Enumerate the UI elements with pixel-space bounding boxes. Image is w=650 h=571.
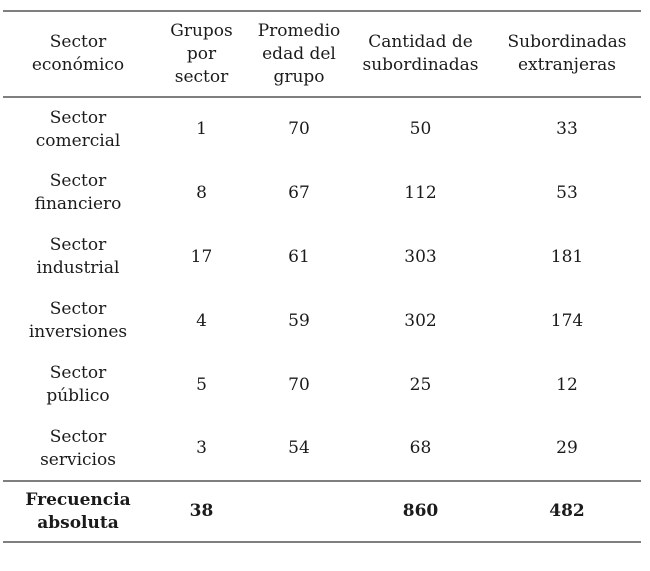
table-body: Sector comercial 1 70 50 33 Sector finan…	[3, 97, 641, 542]
footer-extranjeras-cell: 482	[493, 480, 641, 542]
table-row-sector-publico: Sector público 5 70 25 12	[3, 353, 641, 417]
grupos-cell: 8	[196, 182, 207, 203]
promedio-cell: 59	[288, 310, 310, 331]
sector-name-cell: Sector comercial	[35, 107, 121, 151]
table-row-sector-comercial: Sector comercial 1 70 50 33	[3, 97, 641, 161]
promedio-cell: 70	[288, 374, 310, 395]
sector-name-cell: Sector público	[46, 363, 110, 406]
footer-cantidad-cell: 860	[348, 480, 493, 542]
cantidad-cell: 68	[409, 438, 432, 458]
header-row: Sector económico Grupos por sector Prome…	[3, 11, 641, 98]
promedio-cell: 54	[288, 438, 310, 458]
extranjeras-cell: 12	[556, 374, 578, 395]
grupos-cell: 3	[196, 438, 207, 458]
extranjeras-cell: 174	[550, 310, 584, 331]
grupos-cell: 1	[196, 119, 207, 139]
cantidad-cell: 112	[404, 182, 437, 203]
footer-promedio-cell	[250, 480, 348, 542]
grupos-cell: 17	[190, 246, 213, 267]
cantidad-cell: 303	[404, 246, 437, 267]
cantidad-cell: 25	[409, 374, 432, 395]
table-header: Sector económico Grupos por sector Prome…	[3, 11, 641, 98]
sector-name-cell: Sector servicios	[40, 426, 116, 470]
extranjeras-cell: 33	[556, 119, 578, 139]
footer-grupos-cell: 38	[153, 480, 250, 542]
column-header-promedio-edad-del-grupo: Promedio edad del grupo	[250, 11, 348, 98]
grupos-cell: 5	[196, 374, 207, 395]
table-row-sector-inversiones: Sector inversiones 4 59 302 174	[3, 289, 641, 353]
extranjeras-cell: 53	[556, 182, 578, 203]
column-header-grupos-por-sector: Grupos por sector	[153, 11, 250, 98]
table-row-sector-financiero: Sector financiero 8 67 112 53	[3, 161, 641, 225]
cantidad-cell: 302	[404, 310, 437, 331]
extranjeras-cell: 29	[556, 438, 578, 458]
sector-name-cell: Sector inversiones	[28, 299, 128, 342]
column-header-sector-economico: Sector económico	[3, 11, 153, 98]
table-row-sector-servicios: Sector servicios 3 54 68 29	[3, 417, 641, 481]
promedio-cell: 61	[288, 246, 310, 267]
footer-label-cell: Frecuencia absoluta	[3, 480, 153, 542]
column-header-subordinadas-extranjeras: Subordinadas extranjeras	[493, 11, 641, 98]
table-row-frecuencia-absoluta: Frecuencia absoluta 38 860 482	[3, 480, 641, 542]
promedio-cell: 67	[288, 182, 310, 203]
extranjeras-cell: 181	[550, 246, 584, 267]
table-row-sector-industrial: Sector industrial 17 61 303 181	[3, 225, 641, 289]
sector-name-cell: Sector financiero	[34, 171, 122, 214]
promedio-cell: 70	[288, 119, 310, 139]
economic-sectors-table: Sector económico Grupos por sector Prome…	[3, 10, 641, 543]
grupos-cell: 4	[196, 310, 207, 331]
sector-name-cell: Sector industrial	[36, 235, 120, 278]
cantidad-cell: 50	[409, 119, 432, 139]
column-header-cantidad-de-subordinadas: Cantidad de subordinadas	[348, 11, 493, 98]
